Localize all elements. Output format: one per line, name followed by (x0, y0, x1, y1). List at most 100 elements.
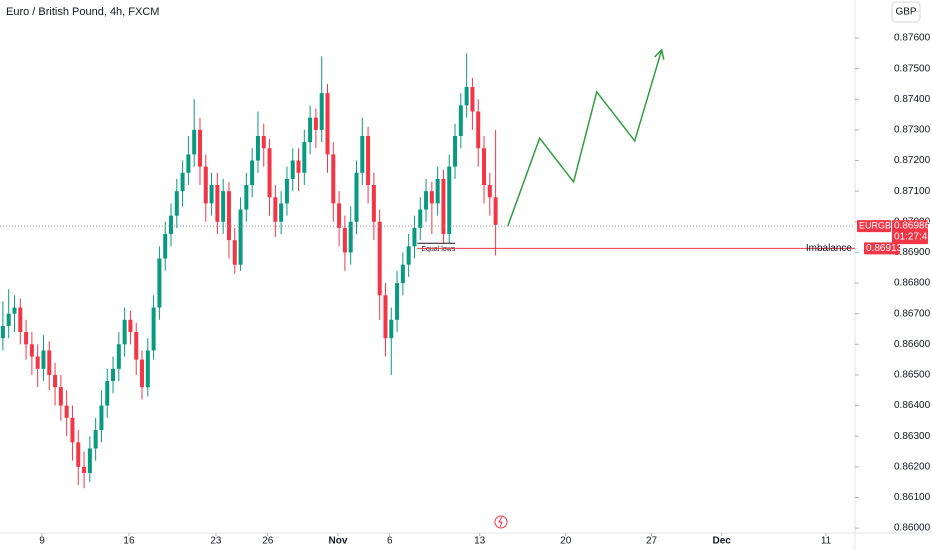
x-tick-label: 20 (560, 536, 572, 547)
x-tick-label: 16 (123, 536, 135, 547)
candle-body (250, 160, 255, 186)
candle-body (226, 191, 231, 241)
x-tick-label: 6 (387, 536, 393, 547)
y-tick-label: 0.87200 (894, 155, 931, 166)
candle-body (82, 466, 87, 473)
y-tick-label: 0.86100 (894, 492, 931, 503)
candle-body (128, 319, 133, 333)
candle-body (0, 325, 5, 339)
imbalance-tag (864, 242, 900, 255)
y-tick-label: 0.87500 (894, 63, 931, 74)
candle-body (41, 350, 46, 369)
imbalance-label: Imbalance (806, 243, 853, 254)
x-tick-label: 11 (821, 536, 832, 547)
candle-body (163, 234, 168, 259)
y-tick-label: 0.86900 (894, 247, 931, 258)
candle-body (354, 172, 359, 222)
candle-body (203, 166, 208, 204)
candle-body (389, 319, 394, 339)
candle-body (337, 203, 342, 228)
countdown: 01:27:45 (894, 232, 932, 243)
candle-body (24, 332, 29, 345)
candle-body (70, 417, 75, 443)
candle-body (116, 344, 121, 369)
candle-body (458, 105, 463, 137)
last-price-label: 0.86986 (894, 221, 931, 232)
candle-body (6, 313, 11, 326)
candle-body (140, 359, 145, 388)
candle-body (447, 166, 452, 235)
currency[interactable]: GBP (895, 7, 916, 18)
candle-body (87, 448, 92, 473)
x-tick-label: Dec (712, 536, 731, 547)
y-tick-label: 0.86300 (894, 431, 931, 442)
candle-body (29, 344, 34, 357)
candle-body (482, 148, 487, 186)
y-tick-label: 0.86800 (894, 278, 931, 289)
candle-body (487, 185, 492, 198)
candle-body (157, 258, 162, 308)
x-tick-label: 27 (646, 536, 658, 547)
candle-body (99, 405, 104, 431)
candle-body (279, 203, 284, 222)
y-tick-label: 0.87300 (894, 125, 931, 136)
candle-body (319, 93, 324, 130)
candle-body (35, 356, 40, 369)
candle-body (238, 209, 243, 265)
candle-body (441, 178, 446, 235)
alert-icon[interactable] (494, 515, 508, 529)
projection-arrow (654, 48, 665, 60)
symbol-tag (857, 220, 891, 233)
candle-body (412, 227, 417, 247)
candle-body (215, 185, 220, 222)
candle-body (400, 264, 405, 284)
candle-body (406, 246, 411, 265)
candle-body (53, 374, 58, 388)
candle-body (64, 405, 69, 418)
candle-body (58, 387, 63, 406)
candle-body (366, 136, 371, 186)
candle-body (325, 93, 330, 155)
candle-body (493, 197, 498, 225)
projection-path (507, 49, 663, 227)
x-tick-label: 13 (474, 536, 486, 547)
x-tick-label: 9 (39, 536, 45, 547)
symbol-label: EURGBP (859, 220, 897, 230)
candle-body (111, 368, 116, 382)
candle-body (209, 185, 214, 204)
candle-body (76, 442, 81, 467)
candle-body (255, 136, 260, 161)
candle-body (122, 319, 127, 345)
candle-body (377, 221, 382, 296)
y-tick-label: 0.86200 (894, 461, 931, 472)
candle-body (221, 191, 226, 222)
candle-body (169, 215, 173, 235)
candle-body (470, 86, 475, 112)
candle-body (151, 307, 156, 351)
y-tick-label: 0.86500 (894, 370, 931, 381)
y-tick-label: 0.86400 (894, 400, 931, 411)
candle-body (186, 154, 191, 173)
candle-body (296, 160, 301, 173)
y-tick-label: 0.87100 (894, 186, 931, 197)
candle-body (197, 129, 202, 167)
candle-body (424, 191, 429, 210)
candle-body (47, 350, 52, 375)
y-tick-label: 0.86000 (894, 523, 931, 534)
candle-body (290, 160, 295, 179)
candle-body (435, 178, 440, 204)
candle-body (360, 136, 365, 173)
candle-body (145, 350, 150, 388)
candle-body (267, 148, 272, 198)
equal-lows-label: Equal lows (421, 246, 455, 253)
currency-box[interactable] (891, 1, 921, 23)
candle-body (476, 111, 481, 149)
candle-body (232, 240, 237, 265)
imbalance-value: 0.86913 (866, 243, 903, 254)
candle-body (395, 283, 400, 320)
candle-body (342, 227, 347, 253)
y-tick-label: 0.86600 (894, 339, 931, 350)
candle-body (453, 136, 458, 167)
price-tag (892, 220, 928, 245)
candle-body (313, 117, 318, 130)
